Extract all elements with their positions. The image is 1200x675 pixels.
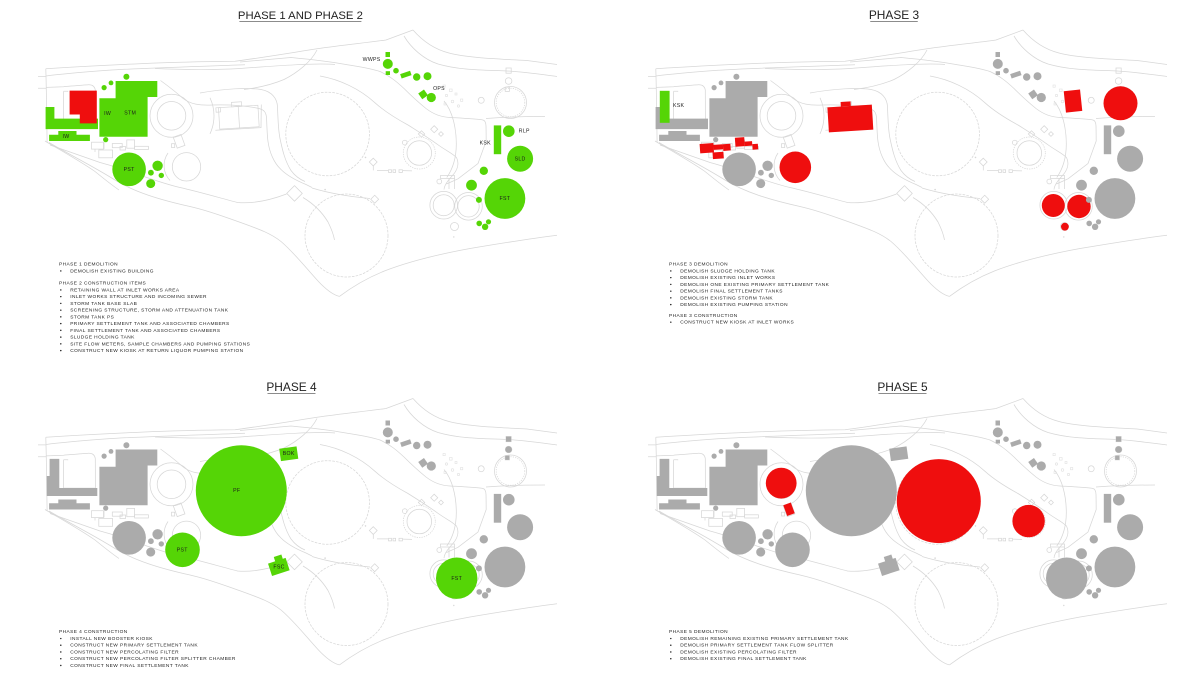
- svg-text:STORM TANK PS: STORM TANK PS: [70, 314, 114, 320]
- svg-text:KSK: KSK: [673, 103, 685, 109]
- svg-text:IW: IW: [104, 111, 111, 117]
- svg-text:RETAINING WALL AT INLET WORKS: RETAINING WALL AT INLET WORKS AREA: [70, 287, 180, 293]
- svg-text:DEMOLISH EXISTING BUILDING: DEMOLISH EXISTING BUILDING: [70, 268, 154, 274]
- svg-text:PF: PF: [233, 488, 240, 494]
- svg-text:FST: FST: [451, 576, 462, 582]
- svg-text:SLUDGE HOLDING TANK: SLUDGE HOLDING TANK: [70, 335, 135, 341]
- svg-text:PHASE 3: PHASE 3: [869, 8, 920, 22]
- svg-text:PHASE 4 CONSTRUCTION: PHASE 4 CONSTRUCTION: [59, 629, 128, 635]
- svg-text:STORM TANK BASE SLAB: STORM TANK BASE SLAB: [70, 301, 137, 307]
- svg-text:KSK: KSK: [480, 140, 492, 146]
- svg-text:PHASE 3 CONSTRUCTION: PHASE 3 CONSTRUCTION: [669, 313, 738, 319]
- svg-text:PRIMARY SETTLEMENT TANK AND AS: PRIMARY SETTLEMENT TANK AND ASSOCIATED C…: [70, 321, 229, 327]
- svg-text:BOK: BOK: [283, 451, 295, 457]
- svg-text:PHASE 4: PHASE 4: [266, 380, 317, 394]
- svg-text:DEMOLISH SLUDGE HOLDING TANK: DEMOLISH SLUDGE HOLDING TANK: [680, 268, 775, 274]
- svg-text:SCREENING STRUCTURE, STORM AND: SCREENING STRUCTURE, STORM AND ATTENUATI…: [70, 308, 229, 314]
- svg-text:SLD: SLD: [515, 156, 526, 162]
- svg-text:PST: PST: [124, 167, 136, 173]
- svg-text:PHASE 3 DEMOLITION: PHASE 3 DEMOLITION: [669, 262, 728, 268]
- svg-text:PHASE 1 DEMOLITION: PHASE 1 DEMOLITION: [59, 262, 118, 268]
- svg-text:DEMOLISH EXISTING INLET WORKS: DEMOLISH EXISTING INLET WORKS: [680, 275, 775, 281]
- svg-text:CONSTRUCT NEW PRIMARY SETTLEME: CONSTRUCT NEW PRIMARY SETTLEMENT TANK: [70, 643, 198, 649]
- svg-text:DEMOLISH EXISTING STORM TANK: DEMOLISH EXISTING STORM TANK: [680, 295, 773, 301]
- svg-text:PHASE 1 AND PHASE 2: PHASE 1 AND PHASE 2: [238, 10, 363, 22]
- svg-text:DEMOLISH ONE EXISTING PRIMARY: DEMOLISH ONE EXISTING PRIMARY SETTLEMENT…: [680, 282, 829, 288]
- svg-text:FSC: FSC: [273, 565, 284, 571]
- svg-text:PHASE 5: PHASE 5: [877, 380, 928, 394]
- svg-text:PHASE 2 CONSTRUCTION ITEMS: PHASE 2 CONSTRUCTION ITEMS: [59, 281, 146, 287]
- svg-text:STM: STM: [124, 110, 136, 116]
- svg-text:INLET WORKS STRUCTURE AND INCO: INLET WORKS STRUCTURE AND INCOMING SEWER: [70, 294, 207, 300]
- svg-text:FST: FST: [500, 196, 511, 202]
- svg-text:PHASE 5 DEMOLITION: PHASE 5 DEMOLITION: [669, 629, 728, 635]
- svg-text:FINAL SETTLEMENT TANK AND ASSO: FINAL SETTLEMENT TANK AND ASSOCIATED CHA…: [70, 328, 220, 334]
- svg-text:DEMOLISH EXISTING FINAL SETTLE: DEMOLISH EXISTING FINAL SETTLEMENT TANK: [680, 656, 807, 662]
- svg-text:DEMOLISH FINAL SETTLEMENT TANK: DEMOLISH FINAL SETTLEMENT TANKS: [680, 289, 783, 295]
- svg-text:DEMOLISH PRIMARY SETTLEMENT TA: DEMOLISH PRIMARY SETTLEMENT TANK FLOW SP…: [680, 643, 834, 649]
- svg-text:INSTALL NEW BOOSTER KIOSK: INSTALL NEW BOOSTER KIOSK: [70, 636, 153, 642]
- svg-text:IW: IW: [63, 134, 70, 140]
- svg-text:CONSTRUCT NEW FINAL SETTLEMENT: CONSTRUCT NEW FINAL SETTLEMENT TANK: [70, 663, 189, 669]
- svg-text:RLP: RLP: [519, 128, 530, 134]
- svg-text:CONSTRUCT NEW PERCOLATING FILT: CONSTRUCT NEW PERCOLATING FILTER SPLITTE…: [70, 656, 236, 662]
- svg-text:WWPS: WWPS: [363, 57, 381, 63]
- svg-text:CONSTRUCT NEW KIOSK AT INLET W: CONSTRUCT NEW KIOSK AT INLET WORKS: [680, 320, 794, 326]
- svg-text:SITE FLOW METERS, SAMPLE CHAMB: SITE FLOW METERS, SAMPLE CHAMBERS AND PU…: [70, 341, 250, 347]
- svg-text:OPS: OPS: [433, 86, 445, 92]
- svg-text:CONSTRUCT NEW KIOSK AT RETURN: CONSTRUCT NEW KIOSK AT RETURN LIQUOR PUM…: [70, 348, 243, 354]
- svg-text:DEMOLISH REMAINING EXISTING PR: DEMOLISH REMAINING EXISTING PRIMARY SETT…: [680, 636, 849, 642]
- svg-text:DEMOLISH EXISTING PERCOLATING: DEMOLISH EXISTING PERCOLATING FILTER: [680, 649, 797, 655]
- svg-text:CONSTRUCT NEW PERCOLATING FILT: CONSTRUCT NEW PERCOLATING FILTER: [70, 649, 179, 655]
- svg-text:DEMOLISH EXISTING PUMPING STAT: DEMOLISH EXISTING PUMPING STATION: [680, 302, 788, 308]
- svg-text:PST: PST: [177, 547, 189, 553]
